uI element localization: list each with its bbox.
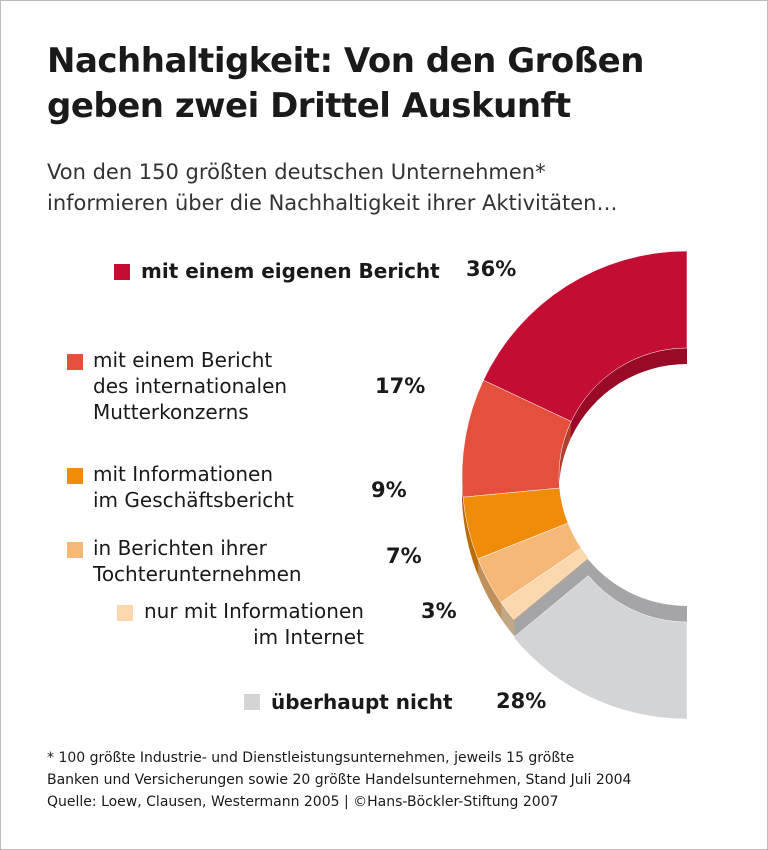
value-label: 3% [421,599,457,623]
legend-swatch [67,354,83,370]
value-label: 28% [496,689,547,713]
legend-swatch [244,694,260,710]
source: Quelle: Loew, Clausen, Westermann 2005 |… [47,794,559,810]
chart-title: Nachhaltigkeit: Von den Großen geben zwe… [47,41,644,126]
value-label: 17% [375,374,426,398]
donut-segment [500,547,589,620]
donut-segment [513,575,688,720]
value-label: 36% [466,257,517,281]
legend-label: nur mit Informationen im Internet [144,599,364,649]
legend-swatch [117,605,133,621]
legend-label: mit einem eigenen Bericht [141,259,440,283]
legend-label: überhaupt nicht [271,690,453,714]
legend-label: mit Informationen im Geschäftsbericht [93,462,294,512]
legend-swatch [67,468,83,484]
legend-label: mit einem Bericht des internationalen Mu… [93,348,288,424]
legend-swatch [114,264,130,280]
chart-subtitle: Von den 150 größten deutschen Unternehme… [47,160,618,215]
value-label: 7% [386,544,422,568]
value-label: 9% [371,478,407,502]
footnote: * 100 größte Industrie- und Dienstleistu… [47,750,632,788]
legend-swatch [67,542,83,558]
donut-segment [483,250,688,422]
legend-label: in Berichten ihrer Tochterunternehmen [93,536,302,586]
